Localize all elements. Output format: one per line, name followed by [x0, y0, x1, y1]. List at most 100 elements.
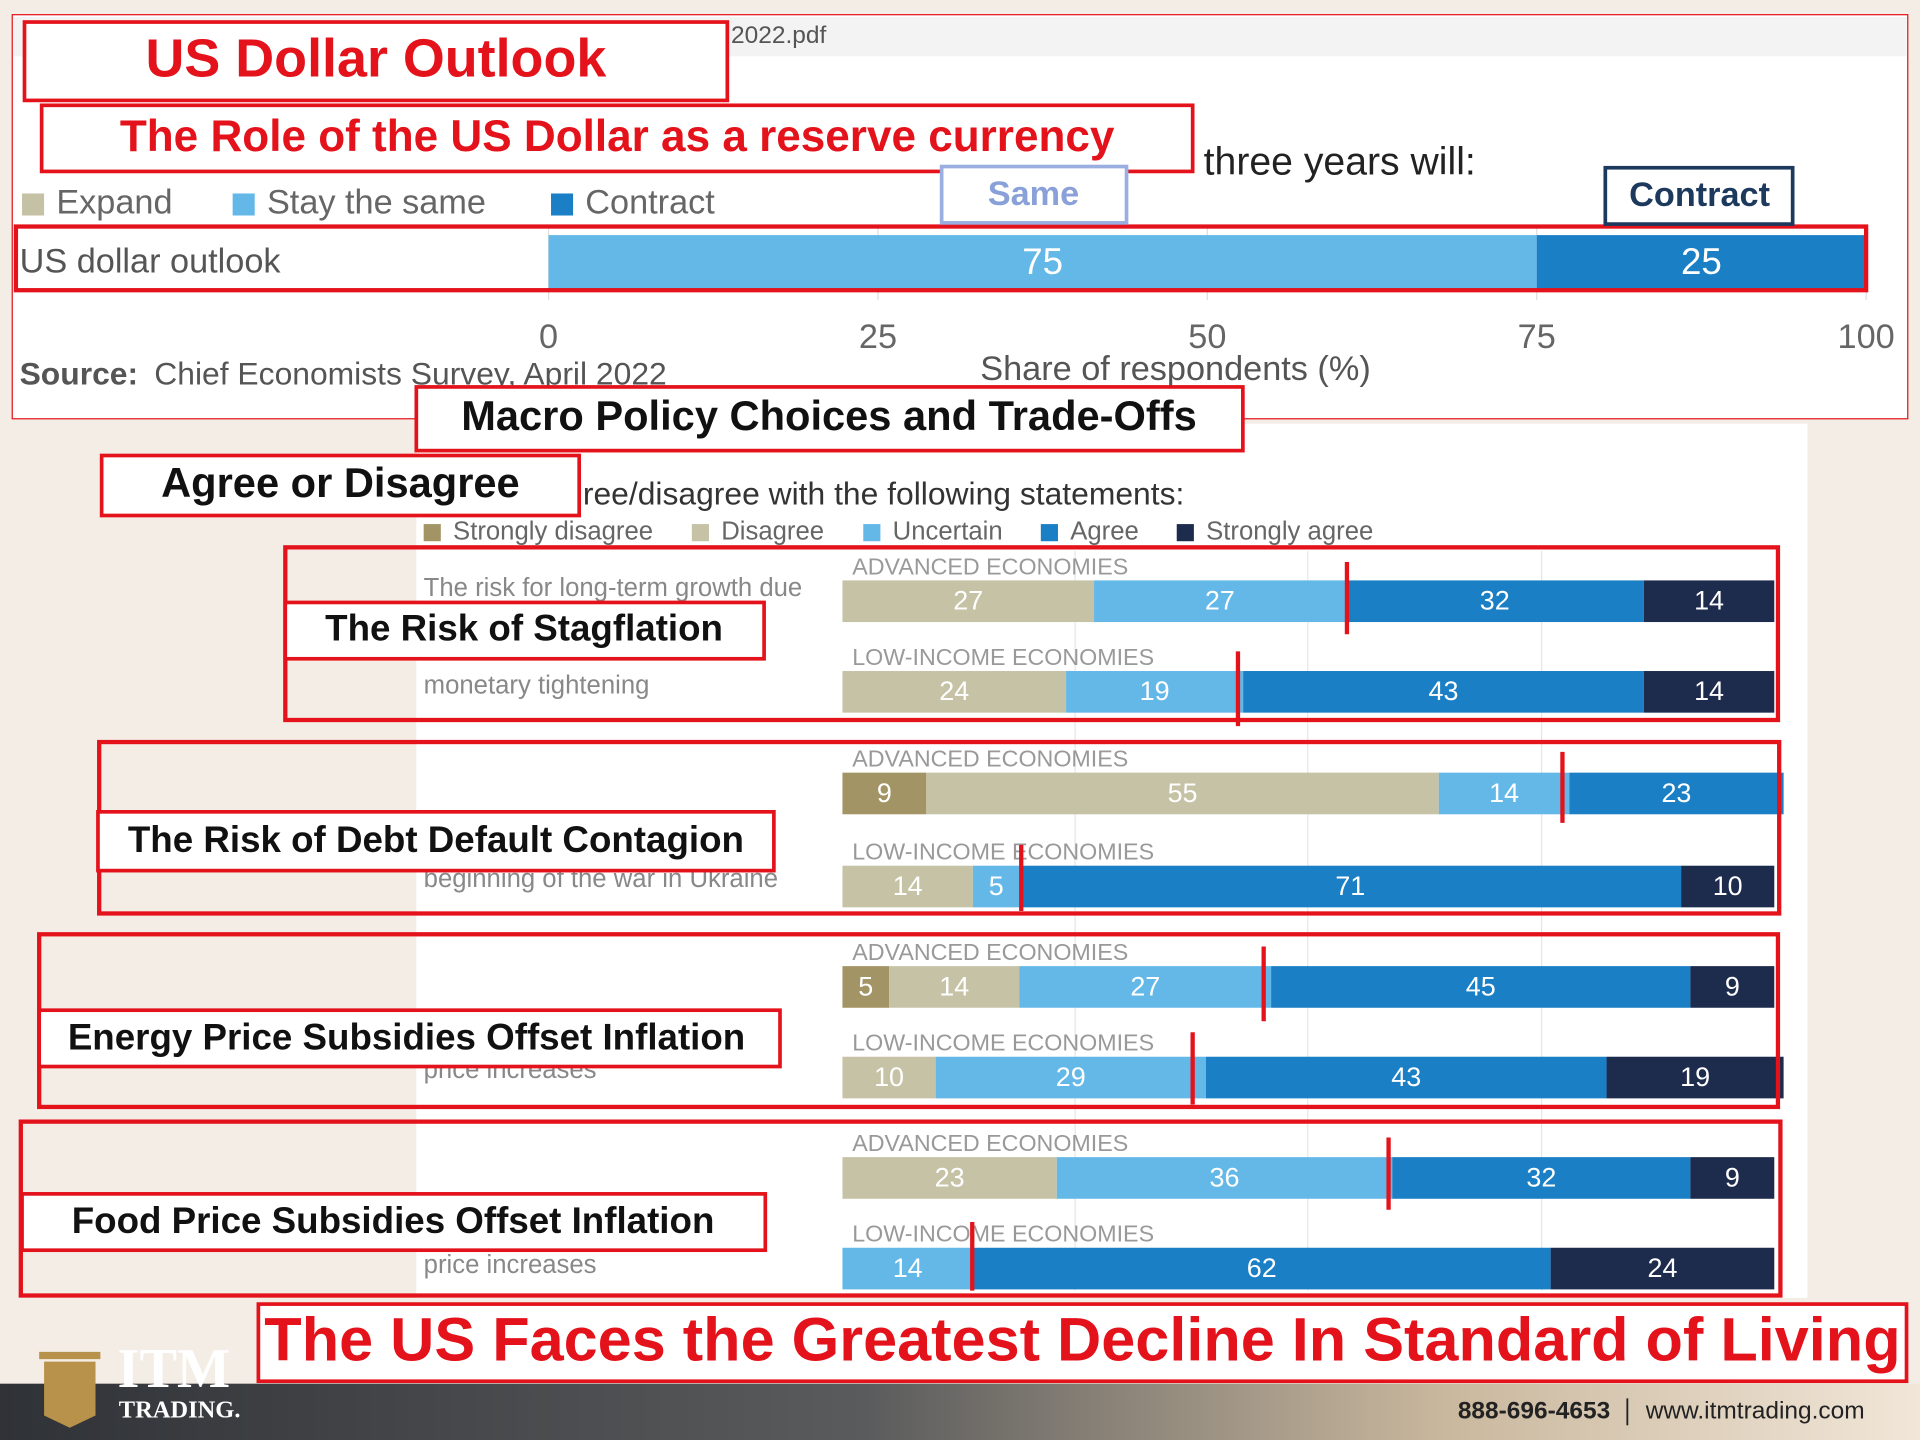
question-box [99, 453, 582, 518]
topic: Food Price Subsidies Offset Inflation [72, 1200, 715, 1241]
bar-segment [1438, 772, 1570, 815]
data-label: 27 [953, 586, 983, 616]
x-tick-label: 25 [859, 318, 897, 356]
phone: 888-696-4653 [1458, 1397, 1610, 1424]
data-label: 14 [1694, 586, 1724, 616]
data-label: 32 [1480, 586, 1510, 616]
x-tick-label: 0 [539, 318, 558, 356]
bar-segment [1243, 671, 1644, 713]
chart-subtitle: ree/disagree with the following statemen… [583, 475, 1185, 511]
category-label: LOW-INCOME ECONOMIES [852, 1030, 1154, 1056]
data-label: 43 [1391, 1062, 1421, 1092]
headline: The US Faces the Greatest Decline In Sta… [264, 1306, 1900, 1374]
markers [970, 562, 1565, 1291]
title-box [22, 20, 730, 103]
highlight-box [13, 224, 1869, 293]
data-label: 24 [939, 676, 969, 706]
legend-label: Uncertain [893, 517, 1003, 545]
bar-segment [1056, 1157, 1393, 1199]
data-label: 5 [989, 871, 1004, 901]
logo: ITM TRADING. [39, 1338, 240, 1428]
bar-segment [1345, 580, 1644, 623]
bar-segment [1019, 966, 1272, 1008]
callout: Contract [1629, 176, 1770, 214]
bar-segment [1690, 966, 1775, 1008]
legend-label: Agree [1070, 517, 1139, 545]
data-label: 75 [1022, 241, 1063, 282]
chart-title: three years will: [1204, 140, 1476, 183]
data-label: 36 [1210, 1162, 1240, 1192]
bar-segment [842, 1157, 1057, 1199]
data-label: 9 [1725, 971, 1740, 1001]
bar-segment [1066, 671, 1244, 713]
file-tab: 2022.pdf [731, 22, 826, 49]
data-label: 9 [1725, 1162, 1740, 1192]
data-label: 71 [1335, 871, 1365, 901]
data-label: 27 [1130, 971, 1160, 1001]
legend-swatch [423, 524, 441, 542]
bar-segment [842, 772, 927, 815]
legend-swatch [1040, 524, 1058, 542]
bar-segment [1392, 1157, 1691, 1199]
bar-segment [1205, 1056, 1607, 1099]
data-label: 43 [1429, 676, 1459, 706]
category-label: ADVANCED ECONOMIES [852, 939, 1128, 965]
data-label: 25 [1681, 241, 1722, 282]
legend-label: Stay the same [267, 184, 486, 222]
bar-segment [842, 580, 1095, 623]
bar-segment [972, 1247, 1551, 1290]
topic: The Risk of Debt Default Contagion [128, 819, 744, 860]
category-label: ADVANCED ECONOMIES [852, 553, 1128, 579]
logo-icon [39, 1351, 101, 1428]
x-tick-label: 75 [1518, 318, 1556, 356]
legend-label: Strongly disagree [453, 517, 653, 545]
question: Agree or Disagree [161, 459, 520, 506]
bar-segment [1606, 1056, 1784, 1099]
x-tick-label: 100 [1838, 318, 1895, 356]
data-label: 24 [1647, 1253, 1677, 1283]
callout-box [939, 164, 1129, 225]
chart-0: 0 25 50 75 100 Expand Stay the same Contract US … [20, 184, 1895, 357]
callout: Same [988, 175, 1079, 213]
bar-segment [842, 865, 973, 908]
bar-segment [1550, 1247, 1775, 1290]
bar-segment [1094, 580, 1346, 623]
bar-segment [1681, 865, 1775, 908]
chart-1: Strongly disagree Disagree Uncertain Agree S… [423, 517, 1784, 1291]
statement: The risk for long-term growth due [424, 574, 803, 602]
data-label: 29 [1056, 1062, 1086, 1092]
data-label: 14 [1694, 676, 1724, 706]
legend-swatch [551, 193, 574, 216]
bar-segment [548, 235, 1537, 292]
data-label: 32 [1526, 1162, 1556, 1192]
category-label: LOW-INCOME ECONOMIES [852, 1221, 1154, 1247]
bar-segment [926, 772, 1439, 815]
bar-segment [842, 966, 890, 1008]
legend-swatch [691, 524, 709, 542]
bar-segment [935, 1056, 1206, 1099]
data-label: 14 [1489, 778, 1519, 808]
bar-segment [842, 1247, 973, 1290]
statement: monetary tightening [424, 672, 650, 700]
topic-box [20, 1192, 768, 1253]
data-label: 14 [939, 971, 969, 1001]
bar-segment [1271, 966, 1691, 1008]
legend-label: Disagree [721, 517, 824, 545]
bar-segment [972, 865, 1020, 908]
legend-label: Expand [56, 184, 172, 222]
legend-swatch [22, 193, 45, 216]
data-label: 14 [893, 871, 923, 901]
footer-bar [0, 1383, 1920, 1440]
section-box [414, 385, 1245, 453]
slide-title: US Dollar Outlook [145, 29, 606, 89]
data-label: 19 [1140, 676, 1170, 706]
bar-segment [1569, 772, 1784, 815]
data-label: 55 [1168, 778, 1198, 808]
bar-segment [889, 966, 1020, 1008]
data-label: 62 [1247, 1253, 1277, 1283]
data-label: 23 [935, 1162, 965, 1192]
website: www.itmtrading.com [1645, 1397, 1865, 1424]
legend-swatch [863, 524, 881, 542]
category-label: LOW-INCOME ECONOMIES [852, 644, 1154, 670]
